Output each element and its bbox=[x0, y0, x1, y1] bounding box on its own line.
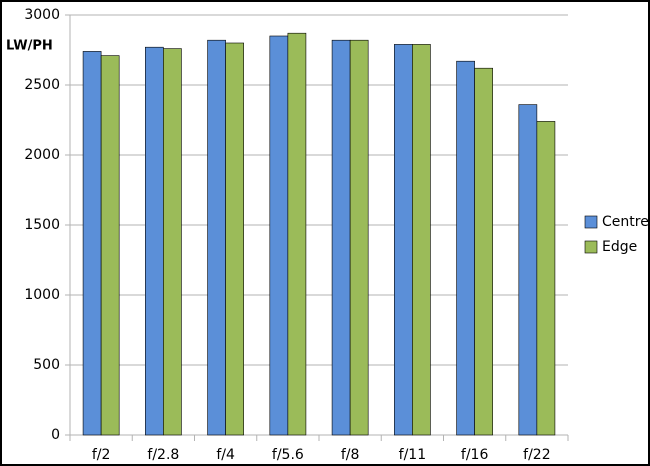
x-tick-label: f/2.8 bbox=[147, 447, 179, 463]
bar bbox=[145, 46, 164, 436]
y-tick-label: 3000 bbox=[24, 7, 60, 23]
bar bbox=[474, 67, 493, 436]
x-tick-label: f/5.6 bbox=[272, 447, 304, 463]
bar bbox=[456, 60, 475, 436]
x-tick-label: f/4 bbox=[216, 447, 235, 463]
y-axis-label: LW/PH bbox=[6, 39, 53, 54]
bar bbox=[518, 104, 538, 436]
bar bbox=[287, 32, 307, 436]
x-tick-label: f/22 bbox=[523, 447, 550, 463]
bar bbox=[269, 35, 289, 436]
y-tick-label: 1500 bbox=[24, 217, 60, 233]
x-tick-label: f/2 bbox=[92, 447, 111, 463]
y-tick-label: 2500 bbox=[24, 77, 60, 93]
bar bbox=[349, 39, 369, 436]
bar bbox=[412, 44, 431, 436]
y-tick-label: 1000 bbox=[24, 287, 60, 303]
bar bbox=[163, 48, 182, 436]
bar bbox=[225, 42, 244, 436]
legend-label: Centre bbox=[602, 214, 649, 230]
y-tick-label: 2000 bbox=[24, 147, 60, 163]
legend-swatch bbox=[584, 215, 598, 229]
bar bbox=[207, 39, 226, 436]
bar bbox=[82, 51, 102, 436]
bar bbox=[536, 121, 556, 436]
y-tick-label: 500 bbox=[33, 357, 60, 373]
bar bbox=[100, 55, 120, 436]
x-tick-label: f/11 bbox=[399, 447, 426, 463]
x-tick-label: f/16 bbox=[461, 447, 489, 463]
bar bbox=[394, 44, 413, 436]
legend-swatch bbox=[584, 240, 598, 254]
x-tick-label: f/8 bbox=[341, 447, 360, 463]
y-tick-label: 0 bbox=[51, 427, 60, 443]
legend-label: Edge bbox=[602, 239, 637, 255]
bar bbox=[331, 39, 351, 436]
